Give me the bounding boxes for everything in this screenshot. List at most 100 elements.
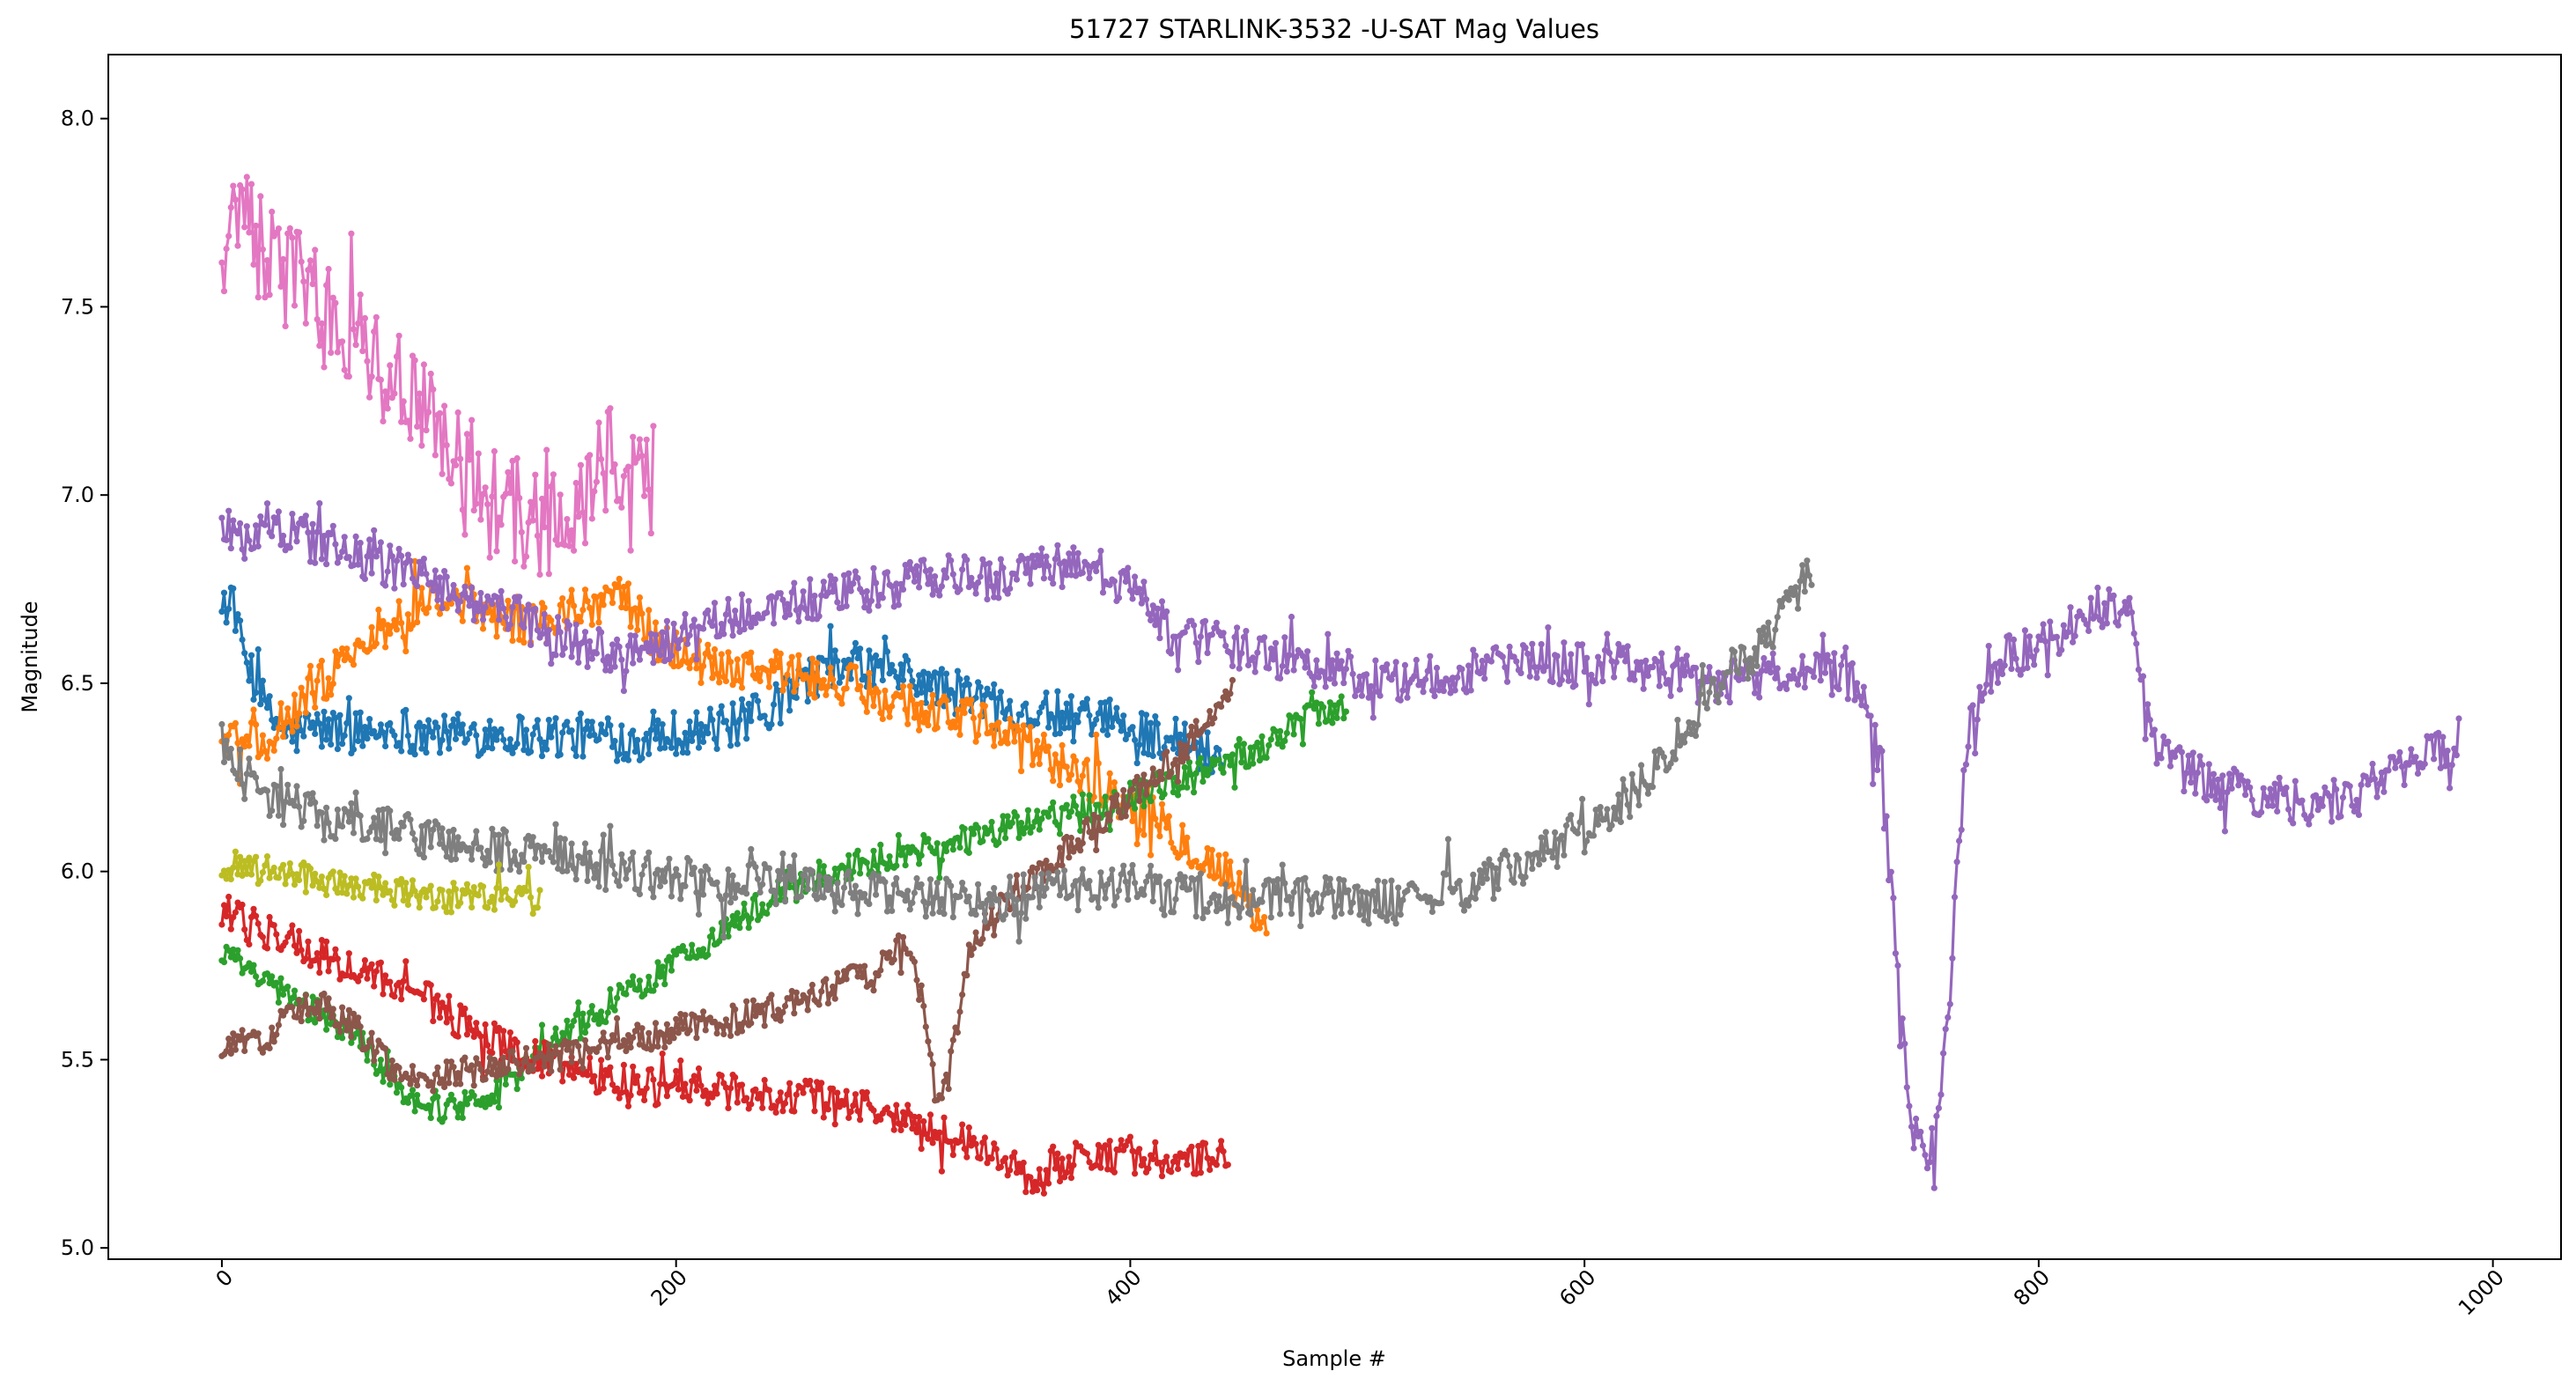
data-point bbox=[867, 978, 875, 986]
data-point bbox=[814, 660, 821, 667]
data-point bbox=[2042, 638, 2049, 645]
data-point bbox=[718, 1022, 725, 1029]
data-point bbox=[355, 320, 362, 327]
data-point bbox=[414, 423, 421, 430]
data-point bbox=[498, 521, 505, 528]
data-point bbox=[630, 849, 637, 856]
data-point bbox=[772, 1109, 779, 1116]
data-point bbox=[552, 1025, 559, 1032]
data-point bbox=[1149, 897, 1156, 905]
data-point bbox=[345, 950, 352, 957]
data-point bbox=[893, 1102, 900, 1109]
data-point bbox=[1531, 663, 1538, 671]
data-point bbox=[548, 660, 555, 667]
data-point bbox=[1510, 879, 1517, 886]
data-point bbox=[705, 1100, 712, 1107]
data-point bbox=[1140, 891, 1148, 898]
data-point bbox=[2339, 794, 2346, 801]
data-point bbox=[824, 887, 832, 894]
data-point bbox=[1045, 563, 1052, 570]
data-point bbox=[1792, 675, 1799, 682]
data-point bbox=[698, 1016, 705, 1023]
data-point bbox=[1181, 629, 1188, 636]
data-point bbox=[1056, 892, 1064, 899]
data-point bbox=[577, 1058, 585, 1065]
data-point bbox=[673, 1067, 680, 1074]
data-point bbox=[1731, 648, 1738, 655]
data-point bbox=[916, 584, 923, 591]
data-point bbox=[650, 1043, 657, 1051]
data-point bbox=[1385, 910, 1392, 918]
data-point bbox=[2439, 734, 2447, 741]
data-point bbox=[232, 848, 239, 855]
data-point bbox=[1213, 873, 1220, 880]
data-point bbox=[693, 1035, 700, 1042]
data-point bbox=[834, 969, 841, 977]
data-point bbox=[791, 688, 798, 696]
data-point bbox=[1220, 903, 1227, 910]
data-point bbox=[1145, 1165, 1152, 1172]
data-point bbox=[477, 1065, 484, 1073]
data-point bbox=[1118, 871, 1125, 878]
data-point bbox=[588, 655, 595, 662]
data-point bbox=[407, 435, 414, 442]
data-point bbox=[638, 871, 646, 878]
data-point bbox=[984, 596, 991, 603]
data-point bbox=[2329, 818, 2336, 825]
data-point bbox=[1095, 1141, 1102, 1148]
data-point bbox=[427, 370, 434, 378]
data-point bbox=[1111, 715, 1118, 722]
data-point bbox=[461, 1054, 469, 1061]
data-point bbox=[1458, 666, 1465, 673]
data-point bbox=[1788, 675, 1795, 682]
data-point bbox=[909, 566, 916, 573]
data-point bbox=[972, 738, 979, 745]
data-point bbox=[1279, 861, 1286, 868]
data-point bbox=[1191, 622, 1198, 629]
data-point bbox=[954, 667, 961, 675]
data-point bbox=[548, 734, 555, 741]
data-point bbox=[670, 663, 677, 670]
data-point bbox=[705, 866, 712, 874]
data-point bbox=[1207, 900, 1214, 907]
data-point bbox=[1465, 662, 1473, 669]
data-point bbox=[659, 629, 666, 636]
data-point bbox=[454, 711, 461, 718]
data-point bbox=[463, 881, 471, 888]
data-point bbox=[355, 561, 362, 568]
data-point bbox=[2185, 752, 2192, 759]
data-point bbox=[1229, 751, 1236, 758]
data-point bbox=[1045, 870, 1052, 877]
data-point bbox=[2306, 821, 2313, 828]
data-point bbox=[981, 918, 988, 925]
data-point bbox=[518, 852, 525, 859]
data-point bbox=[1926, 1159, 1933, 1166]
data-point bbox=[942, 1071, 950, 1079]
data-point bbox=[1463, 896, 1470, 904]
data-point bbox=[2210, 770, 2218, 778]
data-point bbox=[920, 557, 927, 564]
data-point bbox=[1029, 762, 1037, 769]
data-point bbox=[725, 726, 732, 734]
data-point bbox=[602, 1019, 609, 1026]
data-point bbox=[899, 933, 907, 940]
data-point bbox=[329, 294, 336, 301]
data-point bbox=[398, 1084, 405, 1091]
data-point bbox=[641, 862, 648, 869]
data-point bbox=[650, 894, 657, 901]
data-point bbox=[668, 652, 675, 660]
data-point bbox=[808, 867, 816, 875]
data-point bbox=[1152, 713, 1159, 720]
data-point bbox=[387, 978, 394, 985]
data-point bbox=[289, 511, 296, 518]
data-point bbox=[1611, 804, 1618, 811]
data-point bbox=[255, 1030, 262, 1037]
data-point bbox=[329, 1006, 336, 1013]
data-point bbox=[2215, 776, 2222, 783]
data-point bbox=[534, 717, 542, 724]
data-point bbox=[1136, 741, 1143, 748]
data-point bbox=[991, 932, 998, 939]
data-point bbox=[1542, 829, 1549, 836]
data-point bbox=[711, 735, 719, 742]
data-point bbox=[977, 573, 984, 580]
